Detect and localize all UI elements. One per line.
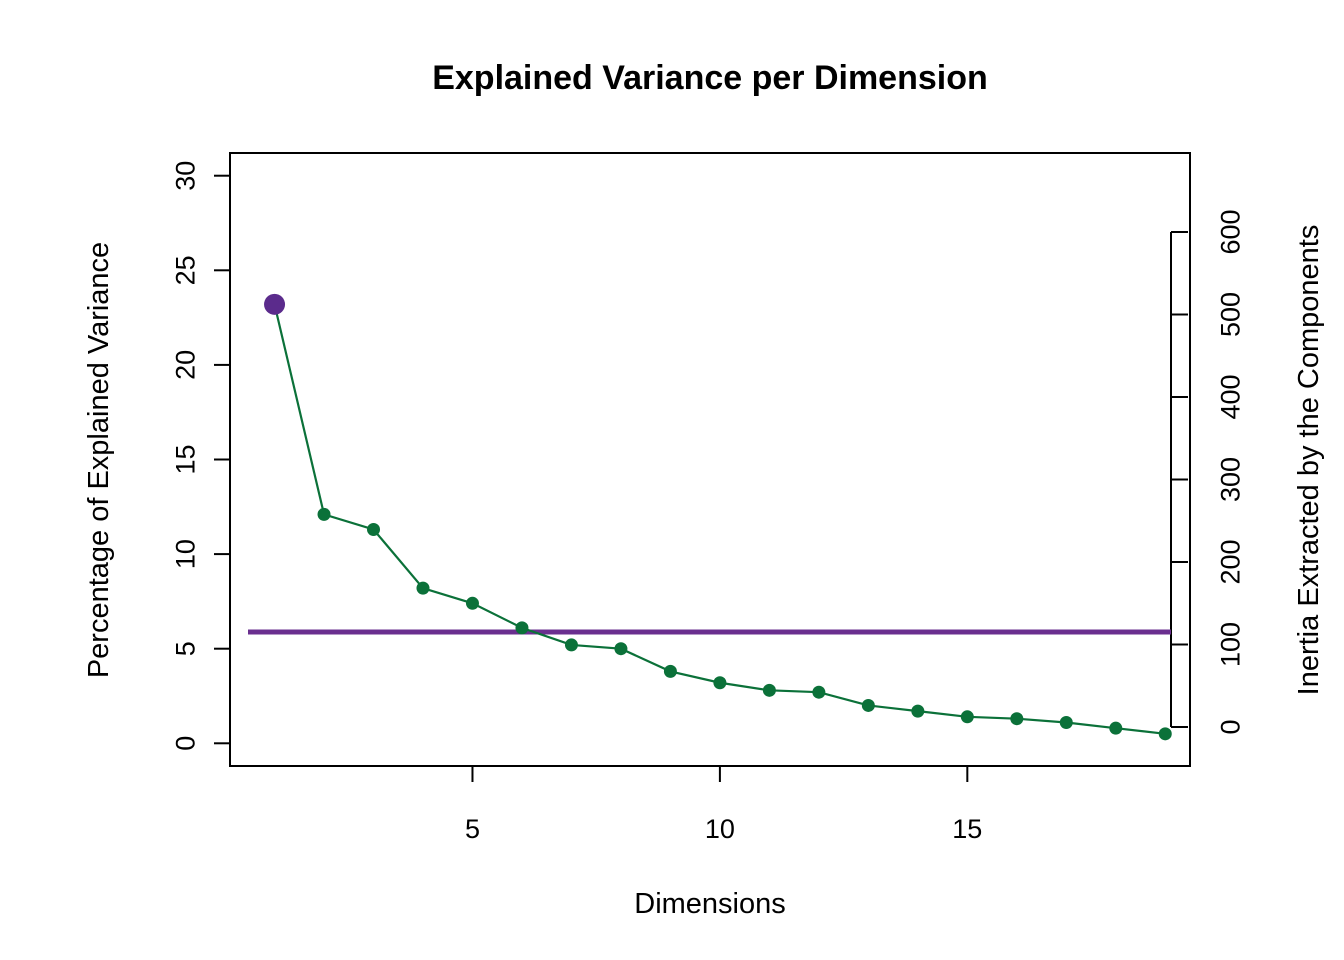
data-point [416, 581, 430, 595]
y2-tick-label: 600 [1215, 209, 1245, 254]
data-point [861, 698, 875, 712]
data-point [465, 596, 479, 610]
highlight-point [264, 293, 286, 315]
y-tick-label: 10 [170, 539, 200, 569]
data-point [1109, 721, 1123, 735]
x-axis-label: Dimensions [634, 888, 786, 920]
x-tick-label: 10 [705, 814, 735, 844]
y2-tick-label: 300 [1215, 457, 1245, 502]
data-point [762, 683, 776, 697]
data-point [317, 507, 331, 521]
y-tick-label: 25 [170, 255, 200, 285]
data-point [911, 704, 925, 718]
y2-tick-label: 500 [1215, 292, 1245, 337]
series-line [273, 304, 1166, 735]
plot-frame [229, 152, 1191, 767]
chart-title: Explained Variance per Dimension [432, 59, 988, 97]
y-tick-label: 0 [170, 736, 200, 751]
data-point [614, 642, 628, 656]
data-point [812, 685, 826, 699]
x-tick-label: 15 [952, 814, 982, 844]
y2-tick-label: 0 [1215, 719, 1245, 734]
y-tick-label: 15 [170, 444, 200, 474]
data-point [515, 621, 529, 635]
x-tick-label: 5 [465, 814, 480, 844]
y-tick-label: 20 [170, 350, 200, 380]
data-point [564, 638, 578, 652]
y2-axis-label: Inertia Extracted by the Components [1293, 225, 1325, 696]
y2-tick-label: 200 [1215, 539, 1245, 584]
data-point [713, 676, 727, 690]
y2-tick-label: 100 [1215, 622, 1245, 667]
series-layer [264, 293, 1172, 741]
data-point [960, 710, 974, 724]
data-point [1158, 727, 1172, 741]
y2-tick-label: 400 [1215, 374, 1245, 419]
data-point [1059, 715, 1073, 729]
data-point [663, 664, 677, 678]
y-tick-label: 30 [170, 161, 200, 191]
data-point [1010, 712, 1024, 726]
y-axis-label: Percentage of Explained Variance [83, 242, 115, 678]
y-tick-label: 5 [170, 641, 200, 656]
data-point [367, 523, 381, 537]
